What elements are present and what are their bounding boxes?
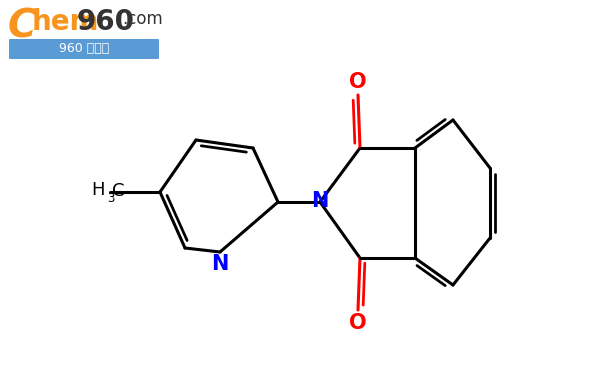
Text: O: O	[349, 313, 367, 333]
FancyBboxPatch shape	[9, 39, 159, 59]
Text: H: H	[91, 181, 105, 199]
Text: 3: 3	[107, 192, 114, 204]
Text: C: C	[112, 182, 125, 200]
Text: hem: hem	[32, 8, 99, 36]
Text: O: O	[349, 72, 367, 92]
Text: .com: .com	[122, 10, 163, 28]
Text: 960 化工网: 960 化工网	[59, 42, 109, 56]
Text: 960: 960	[77, 8, 135, 36]
Text: N: N	[312, 191, 329, 211]
Text: C: C	[8, 8, 36, 46]
Text: N: N	[211, 254, 229, 274]
